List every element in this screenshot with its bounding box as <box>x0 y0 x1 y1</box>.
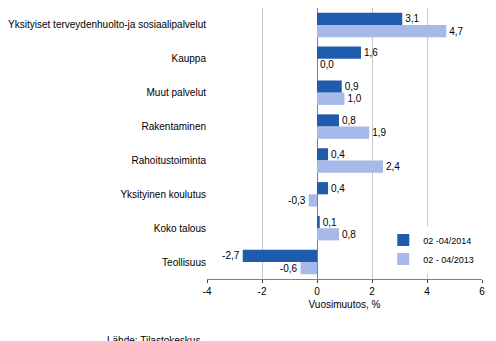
svg-text:Yksityinen koulutus: Yksityinen koulutus <box>120 189 206 200</box>
svg-text:0,4: 0,4 <box>331 149 345 160</box>
svg-text:2,4: 2,4 <box>386 161 400 172</box>
svg-text:-0,6: -0,6 <box>280 263 298 274</box>
svg-text:4,7: 4,7 <box>449 26 463 37</box>
svg-text:4: 4 <box>424 286 430 297</box>
svg-text:0,4: 0,4 <box>331 183 345 194</box>
svg-text:3,1: 3,1 <box>405 13 419 24</box>
svg-text:0,1: 0,1 <box>323 217 337 228</box>
svg-text:Muut palvelut: Muut palvelut <box>147 87 207 98</box>
svg-text:2: 2 <box>369 286 375 297</box>
svg-text:Rahoitustoiminta: Rahoitustoiminta <box>132 155 207 166</box>
svg-text:Rakentaminen: Rakentaminen <box>142 121 206 132</box>
svg-text:1,0: 1,0 <box>348 93 362 104</box>
svg-text:0,8: 0,8 <box>342 115 356 126</box>
svg-text:Koko talous: Koko talous <box>154 223 206 234</box>
svg-text:02 -04/2014: 02 -04/2014 <box>423 236 471 246</box>
svg-text:-4: -4 <box>203 286 212 297</box>
svg-text:0,0: 0,0 <box>320 59 334 70</box>
svg-text:02 - 04/2013: 02 - 04/2013 <box>423 255 474 265</box>
svg-text:-2: -2 <box>258 286 267 297</box>
svg-text:Kauppa: Kauppa <box>172 53 207 64</box>
svg-text:6: 6 <box>479 286 485 297</box>
svg-text:-0,3: -0,3 <box>288 195 306 206</box>
svg-text:-2,7: -2,7 <box>222 250 240 261</box>
svg-text:0,9: 0,9 <box>345 81 359 92</box>
svg-text:Teollisuus: Teollisuus <box>162 257 206 268</box>
svg-text:Lähde: Tilastokeskus: Lähde: Tilastokeskus <box>107 335 200 341</box>
svg-text:1,9: 1,9 <box>372 127 386 138</box>
svg-text:0,8: 0,8 <box>342 229 356 240</box>
svg-text:0: 0 <box>314 286 320 297</box>
svg-text:1,6: 1,6 <box>364 47 378 58</box>
svg-text:Yksityiset terveydenhuolto-ja: Yksityiset terveydenhuolto-ja sosiaalipa… <box>8 19 206 30</box>
svg-text:Vuosimuutos, %: Vuosimuutos, % <box>309 299 381 310</box>
